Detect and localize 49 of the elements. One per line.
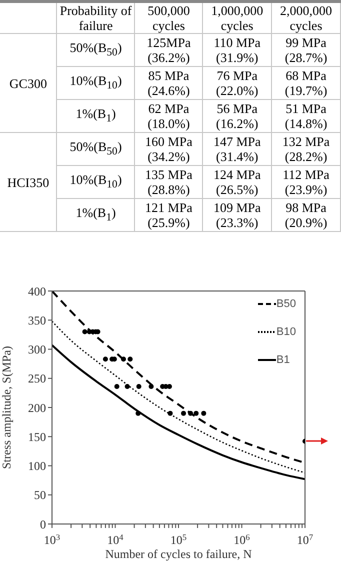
x-axis-title: Number of cycles to failure, N: [105, 547, 252, 561]
y-tick-label: 200: [28, 400, 46, 415]
text: 110 MPa (31.9%): [214, 35, 261, 65]
y-tick-label: 100: [28, 459, 46, 474]
y-tick-label: 50: [34, 488, 46, 502]
y-tick-label: 0: [40, 517, 46, 532]
text: 147 MPa (31.4%): [213, 134, 261, 164]
legend-label: B50: [276, 298, 296, 310]
category-label: Probability of failure: [56, 2, 135, 34]
category-label: 50%(B$_{50}$): [70, 138, 122, 158]
category-label: 10%(B$_{10}$): [70, 72, 122, 92]
y-tick-label: 400: [28, 284, 46, 298]
y-tick-label: 350: [28, 313, 46, 328]
y-tick-label: 150: [28, 430, 46, 444]
y-axis-title: Stress amplitude, S(MPa): [0, 346, 14, 469]
text: 121 MPa (25.9%): [145, 200, 192, 230]
x-tick-label: 10$^{6}$: [234, 532, 250, 547]
category-label: 1,000,000 cycles: [202, 2, 272, 34]
category-label: 2,000,000 cycles: [272, 2, 340, 34]
x-tick-label: 10$^{5}$: [170, 532, 187, 547]
legend-label: B10: [276, 326, 296, 338]
x-tick-label: 10$^{7}$: [296, 532, 314, 547]
text: 85 MPa (24.6%): [148, 68, 190, 98]
text: 160 MPa (34.2%): [145, 134, 192, 164]
y-tick-label: 300: [28, 342, 46, 357]
text: 124 MPa (26.5%): [213, 167, 261, 197]
text: 135 MPa (28.8%): [145, 167, 192, 197]
text: 68 MPa (19.7%): [284, 68, 328, 98]
legend-label: B1: [276, 354, 290, 366]
text: 98 MPa (20.9%): [284, 200, 328, 230]
y-tick-label: 250: [28, 372, 46, 386]
category-label: 1%(B$_{1}$): [76, 106, 116, 124]
text: 109 MPa (23.3%): [213, 200, 261, 230]
x-tick-label: 10$^{3}$: [44, 532, 60, 547]
category-label: 500,000 cycles: [134, 2, 203, 34]
text: 51 MPa (14.8%): [284, 101, 328, 131]
x-tick-label: 10$^{4}$: [107, 532, 124, 547]
text: 56 MPa (16.2%): [216, 101, 258, 131]
category-label: 10%(B$_{10}$): [70, 172, 122, 190]
category-label: 1%(B$_{1}$): [76, 204, 116, 224]
text: 132 MPa (28.2%): [282, 134, 330, 164]
text: 62 MPa (18.0%): [148, 101, 190, 131]
text: 112 MPa (23.9%): [282, 167, 330, 197]
category-label: GC300: [9, 76, 47, 90]
text: 125MPa (36.2%): [146, 35, 191, 65]
category-label: HCI350: [7, 174, 50, 190]
text: 76 MPa (22.0%): [216, 68, 258, 98]
text: 99 MPa (28.7%): [284, 35, 328, 65]
category-label: 50%(B$_{50}$): [70, 40, 122, 58]
